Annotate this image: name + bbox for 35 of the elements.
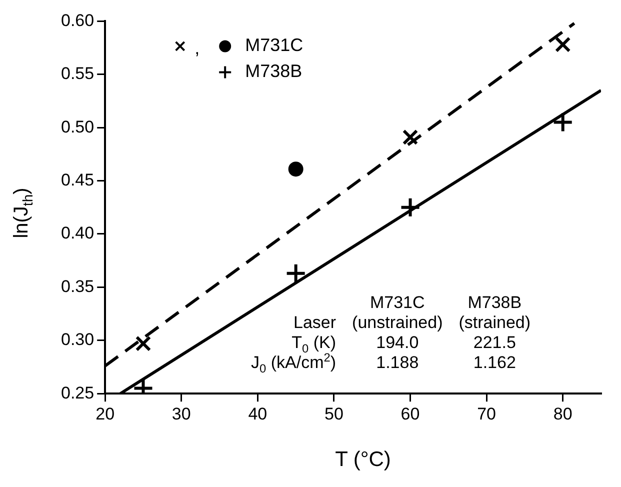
point bbox=[135, 336, 152, 352]
y-tick-label: 0.30 bbox=[60, 330, 94, 350]
annotation: 194.0 bbox=[375, 332, 420, 352]
point bbox=[400, 196, 421, 218]
x-tick-label: 40 bbox=[248, 404, 268, 424]
legend-label: M731C bbox=[245, 35, 304, 56]
annotation: , bbox=[194, 38, 200, 58]
x-tick-label: 70 bbox=[477, 404, 496, 424]
y-tick-label: 0.50 bbox=[60, 117, 94, 136]
y-tick-label: 0.45 bbox=[60, 170, 94, 190]
x-tick-label: 60 bbox=[400, 404, 420, 424]
point bbox=[285, 262, 306, 284]
x-tick-label: 50 bbox=[324, 404, 344, 424]
annotation: 1.162 bbox=[472, 352, 517, 372]
x-axis-title: T (°C) bbox=[335, 448, 391, 472]
point bbox=[288, 162, 304, 177]
x-tick-label: 30 bbox=[172, 404, 191, 424]
point bbox=[402, 129, 418, 146]
point bbox=[554, 36, 571, 52]
x-tick-label: 80 bbox=[553, 404, 572, 424]
annotation: M738B bbox=[466, 292, 523, 312]
x-tick-label: 20 bbox=[96, 404, 115, 424]
y-tick-label: 0.60 bbox=[60, 10, 94, 30]
annotation: 221.5 bbox=[472, 332, 517, 352]
annotation: Laser bbox=[292, 312, 338, 332]
annotation: (unstrained) bbox=[351, 312, 444, 332]
annotation: (strained) bbox=[458, 312, 532, 332]
y-tick-label: 0.40 bbox=[60, 224, 94, 243]
annotation: 1.188 bbox=[375, 352, 420, 372]
y-tick-label: 0.35 bbox=[60, 276, 94, 296]
y-tick-label: 0.55 bbox=[60, 64, 94, 84]
legend-label: M738B bbox=[245, 61, 302, 82]
point bbox=[552, 112, 574, 133]
annotation: M731C bbox=[368, 292, 426, 312]
y-tick-label: 0.25 bbox=[60, 383, 94, 402]
